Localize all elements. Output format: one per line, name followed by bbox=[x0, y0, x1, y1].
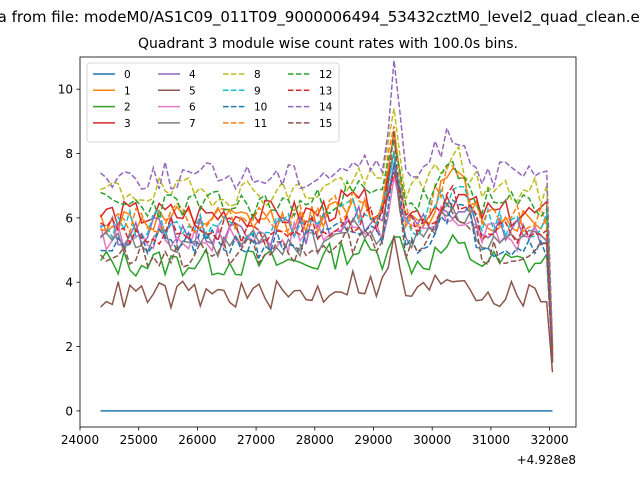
series-line-13 bbox=[100, 170, 554, 357]
series-line-1 bbox=[99, 131, 554, 360]
legend-label-5: 5 bbox=[189, 85, 196, 97]
x-offset-label: +4.928e8 bbox=[517, 453, 576, 467]
x-tick-label-28000: 28000 bbox=[296, 433, 334, 447]
series-line-3 bbox=[99, 152, 554, 354]
legend-label-1: 1 bbox=[124, 85, 131, 97]
y-tick-label-4: 4 bbox=[65, 276, 73, 290]
legend-label-12: 12 bbox=[319, 69, 332, 81]
x-tick-label-24000: 24000 bbox=[61, 433, 99, 447]
series-line-12 bbox=[100, 138, 554, 347]
x-tick-label-29000: 29000 bbox=[354, 433, 392, 447]
series-line-6 bbox=[99, 176, 554, 357]
y-tick-label-2: 2 bbox=[65, 340, 73, 354]
legend-label-2: 2 bbox=[124, 102, 131, 114]
y-tick-label-8: 8 bbox=[65, 147, 73, 161]
legend-box bbox=[86, 62, 340, 143]
y-tick-label-6: 6 bbox=[65, 211, 73, 225]
plot-frame bbox=[79, 56, 577, 428]
series-line-9 bbox=[100, 152, 554, 354]
x-tick-label-25000: 25000 bbox=[120, 433, 158, 447]
x-tick-label-32000: 32000 bbox=[530, 433, 568, 447]
legend-label-14: 14 bbox=[319, 102, 333, 114]
series-line-14 bbox=[100, 60, 554, 344]
chart-title: Quadrant 3 module wise count rates with … bbox=[138, 36, 518, 52]
legend-label-11: 11 bbox=[254, 118, 267, 130]
legend-label-7: 7 bbox=[189, 118, 196, 130]
legend-label-6: 6 bbox=[189, 102, 196, 114]
legend-label-3: 3 bbox=[124, 118, 131, 130]
y-tick-label-0: 0 bbox=[65, 404, 73, 418]
figure-suptitle: Data from file: modeM0/AS1C09_011T09_900… bbox=[0, 8, 640, 26]
legend-label-8: 8 bbox=[254, 69, 261, 81]
legend-label-13: 13 bbox=[319, 85, 332, 97]
legend-label-0: 0 bbox=[124, 69, 131, 81]
x-tick-label-27000: 27000 bbox=[237, 433, 275, 447]
x-tick-label-30000: 30000 bbox=[413, 433, 451, 447]
legend-label-4: 4 bbox=[189, 69, 196, 81]
series-line-7 bbox=[100, 150, 554, 360]
legend-label-9: 9 bbox=[254, 85, 261, 97]
series-line-15 bbox=[99, 130, 554, 363]
x-tick-label-26000: 26000 bbox=[178, 433, 216, 447]
series-line-5 bbox=[99, 235, 554, 373]
y-tick-label-10: 10 bbox=[58, 83, 73, 97]
series-line-8 bbox=[100, 108, 554, 347]
legend-label-10: 10 bbox=[254, 102, 267, 114]
series-line-2 bbox=[99, 233, 554, 357]
x-tick-label-31000: 31000 bbox=[472, 433, 510, 447]
legend-label-15: 15 bbox=[319, 118, 332, 130]
